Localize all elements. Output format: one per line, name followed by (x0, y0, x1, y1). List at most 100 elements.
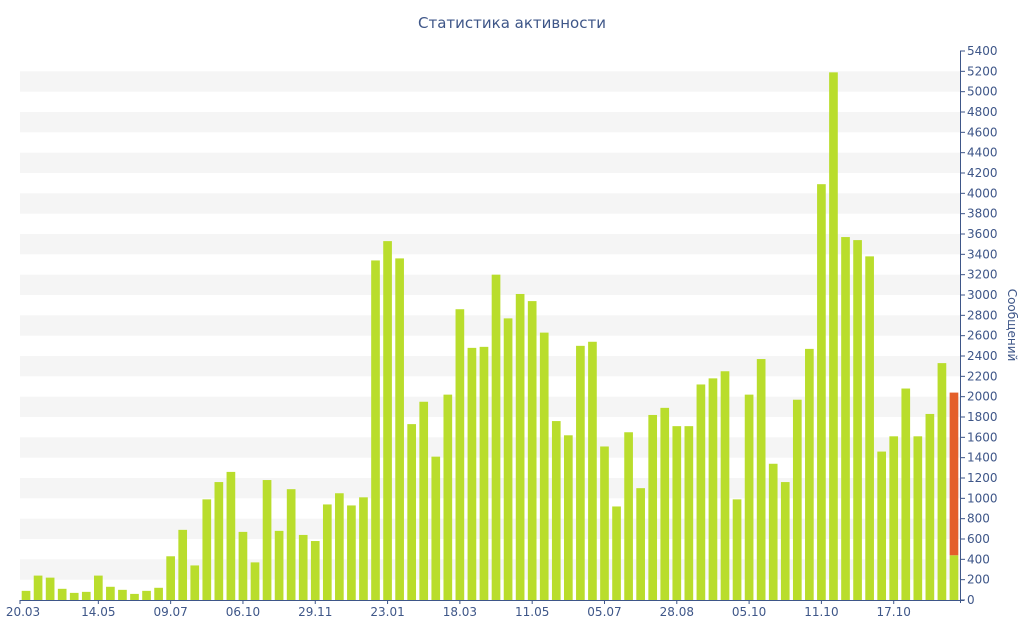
bar[interactable] (684, 426, 694, 600)
bar[interactable] (310, 541, 320, 600)
bar[interactable] (154, 587, 163, 600)
y-tick-label: 1000 (967, 491, 998, 505)
bar[interactable] (648, 414, 658, 600)
bar[interactable] (949, 555, 959, 600)
x-tick-label: 18.03 (443, 605, 477, 619)
y-tick-label: 600 (967, 532, 990, 546)
x-tick-label: 20.03 (6, 605, 40, 619)
y-tick-label: 1800 (967, 410, 998, 424)
bar-stacked-segment[interactable] (949, 392, 959, 556)
bar[interactable] (672, 426, 682, 600)
bar[interactable] (612, 506, 621, 600)
bar[interactable] (322, 504, 332, 600)
grid-band (20, 112, 960, 133)
bar[interactable] (238, 531, 248, 600)
bar[interactable] (503, 318, 513, 600)
y-tick-label: 3400 (967, 247, 998, 261)
bar[interactable] (214, 482, 224, 600)
bar[interactable] (563, 435, 573, 600)
bar[interactable] (817, 184, 826, 600)
bar[interactable] (69, 592, 79, 600)
bar[interactable] (937, 363, 947, 600)
bar[interactable] (720, 371, 730, 600)
bar[interactable] (853, 240, 862, 600)
bar[interactable] (202, 499, 212, 600)
bar[interactable] (539, 332, 549, 600)
y-tick-label: 200 (967, 573, 990, 587)
bar[interactable] (467, 347, 477, 600)
bar[interactable] (877, 451, 887, 600)
bar[interactable] (732, 499, 742, 600)
bar[interactable] (81, 591, 91, 600)
bar[interactable] (925, 413, 935, 600)
bar[interactable] (515, 293, 525, 600)
bar[interactable] (118, 589, 127, 600)
bar[interactable] (527, 301, 537, 600)
bar[interactable] (841, 237, 850, 601)
bar[interactable] (660, 407, 670, 600)
bar[interactable] (45, 577, 55, 600)
y-tick-label: 4400 (967, 146, 998, 160)
bar[interactable] (407, 424, 417, 600)
bar[interactable] (21, 590, 31, 600)
y-tick-label: 1200 (967, 471, 998, 485)
bar[interactable] (57, 588, 67, 600)
y-tick-label: 2400 (967, 349, 998, 363)
bar[interactable] (443, 394, 453, 600)
y-tick-label: 2000 (967, 390, 998, 404)
bar[interactable] (274, 530, 284, 600)
bar[interactable] (106, 586, 115, 600)
bar[interactable] (93, 575, 103, 600)
bar[interactable] (178, 529, 188, 600)
bar[interactable] (226, 471, 236, 600)
y-tick-label: 5400 (967, 44, 998, 58)
bar[interactable] (865, 256, 874, 600)
bar[interactable] (347, 505, 356, 600)
bar[interactable] (901, 388, 911, 600)
bar[interactable] (600, 446, 609, 600)
bar[interactable] (190, 565, 200, 600)
bar[interactable] (262, 480, 272, 600)
bar[interactable] (913, 436, 923, 600)
y-tick-label: 5200 (967, 64, 998, 78)
bar[interactable] (142, 590, 151, 600)
bar[interactable] (792, 399, 802, 600)
bar[interactable] (431, 456, 441, 600)
bar[interactable] (419, 401, 429, 600)
y-tick-label: 3000 (967, 288, 998, 302)
bar[interactable] (455, 309, 465, 600)
bar[interactable] (33, 575, 43, 600)
bar[interactable] (359, 497, 368, 600)
x-tick-label: 14.05 (81, 605, 115, 619)
bar[interactable] (708, 378, 718, 600)
bar[interactable] (395, 258, 404, 600)
bar[interactable] (780, 482, 790, 600)
bar[interactable] (491, 274, 501, 600)
bar[interactable] (335, 493, 344, 600)
bar[interactable] (756, 359, 766, 600)
y-axis-label: Сообщений (1005, 289, 1019, 362)
bar[interactable] (636, 488, 645, 600)
bar[interactable] (250, 562, 260, 600)
bar[interactable] (286, 489, 296, 600)
bar[interactable] (805, 348, 814, 600)
bar[interactable] (889, 436, 899, 600)
y-tick-label: 400 (967, 552, 990, 566)
bar[interactable] (166, 556, 175, 600)
bar[interactable] (130, 593, 139, 600)
grid-band (20, 193, 960, 214)
bar[interactable] (829, 72, 838, 601)
bar[interactable] (479, 346, 489, 600)
bar[interactable] (551, 421, 561, 600)
grid-band (20, 234, 960, 255)
bar[interactable] (696, 384, 706, 600)
bar[interactable] (744, 394, 754, 600)
bar[interactable] (298, 534, 308, 600)
y-tick-label: 4600 (967, 125, 998, 139)
bar[interactable] (768, 463, 778, 600)
bar[interactable] (383, 241, 392, 600)
bar[interactable] (576, 345, 585, 600)
bar[interactable] (371, 260, 380, 600)
bar[interactable] (624, 432, 633, 600)
bar[interactable] (588, 341, 597, 600)
